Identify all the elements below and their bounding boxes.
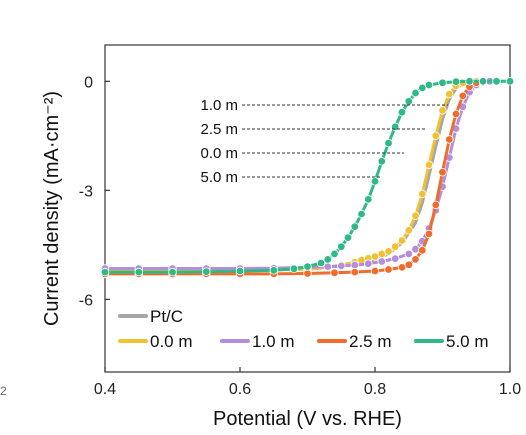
data-point: [438, 167, 447, 177]
x-axis-title: Potential (V vs. RHE): [213, 408, 402, 430]
legend-item: 2.5 m: [317, 332, 392, 351]
legend-item: 0.0 m: [118, 332, 193, 351]
legend-label: 2.5 m: [349, 332, 392, 351]
legend-label: 1.0 m: [252, 332, 295, 351]
data-point: [411, 255, 420, 264]
data-point: [451, 109, 461, 119]
data-point: [424, 160, 434, 170]
data-point: [492, 77, 501, 86]
data-point: [445, 89, 454, 99]
data-point: [202, 267, 211, 276]
data-point: [303, 262, 312, 271]
x-tick-label: 1.0: [499, 381, 521, 398]
legend-label: Pt/C: [150, 307, 183, 326]
data-point: [364, 195, 373, 204]
annotation-label: 5.0 m: [200, 169, 238, 186]
data-point: [364, 259, 373, 268]
y-tick-label: 0: [84, 74, 93, 91]
data-point: [411, 244, 420, 254]
annotation-label: 2.5 m: [200, 121, 238, 138]
data-point: [465, 77, 474, 86]
legend-item: 5.0 m: [414, 332, 489, 351]
data-point: [411, 88, 420, 98]
data-point: [445, 135, 454, 144]
legend-layer: Pt/C 0.0 m 1.0 m 2.5 m 5.0 m: [118, 307, 489, 351]
data-point: [323, 255, 332, 264]
legend-item: 1.0 m: [220, 332, 295, 351]
data-point: [357, 209, 366, 219]
data-point: [337, 261, 346, 271]
data-point: [411, 211, 420, 220]
series-1-0-m: [100, 77, 494, 273]
series-line: [103, 79, 492, 270]
data-point: [323, 262, 332, 271]
annotation-label: 0.0 m: [200, 145, 238, 162]
data-point: [404, 249, 413, 259]
data-point: [384, 265, 393, 274]
data-point: [377, 157, 386, 166]
data-point: [431, 131, 440, 140]
data-point: [404, 97, 413, 106]
data-point: [431, 200, 440, 210]
series-layer: [100, 77, 515, 279]
data-point: [424, 80, 434, 90]
data-point: [377, 257, 386, 266]
data-point: [235, 266, 245, 276]
data-point: [303, 269, 312, 278]
data-point: [168, 267, 177, 277]
data-point: [350, 222, 359, 231]
data-point: [289, 264, 299, 273]
data-point: [397, 236, 407, 245]
data-point: [478, 77, 488, 86]
data-point: [343, 233, 353, 242]
data-point: [384, 138, 393, 148]
annotation-layer: 1.0 m 2.5 m 0.0 m 5.0 m: [200, 97, 448, 186]
data-point: [350, 267, 359, 277]
x-tick-label: 0.4: [94, 381, 116, 398]
data-point: [418, 246, 427, 255]
stray-edge-label: 2: [0, 384, 7, 398]
y-axis-title: Current density (mA·cm⁻²): [41, 91, 63, 326]
annotation-label: 1.0 m: [200, 97, 238, 114]
plot-frame: [104, 44, 511, 373]
legend-label: 5.0 m: [446, 332, 489, 351]
data-point: [505, 77, 515, 86]
series-5-0-m: [100, 77, 515, 277]
data-point: [391, 242, 400, 251]
legend-label: 0.0 m: [150, 332, 193, 351]
y-tick-label: -6: [79, 292, 93, 309]
data-point: [404, 260, 413, 269]
data-point: [330, 249, 339, 259]
data-point: [316, 258, 326, 268]
data-point: [337, 242, 346, 251]
data-point: [391, 254, 400, 263]
data-point: [370, 177, 380, 186]
data-point: [134, 267, 143, 277]
legend-item: Pt/C: [118, 307, 183, 326]
y-tick-label: -3: [79, 183, 93, 200]
data-point: [384, 247, 393, 256]
x-tick-label: 0.8: [364, 381, 386, 398]
data-point: [458, 91, 467, 101]
data-point: [397, 107, 407, 117]
data-point: [269, 266, 278, 275]
data-point: [438, 106, 447, 115]
x-tick-label: 0.6: [229, 381, 251, 398]
data-point: [100, 267, 110, 277]
tick-layer: 0.4 0.6 0.8 1.0 0 -3 -6: [79, 74, 521, 398]
data-point: [350, 261, 359, 270]
data-point: [424, 229, 434, 239]
data-point: [418, 189, 427, 199]
data-point: [330, 268, 339, 277]
data-point: [451, 77, 461, 86]
data-point: [370, 266, 380, 276]
data-point: [438, 78, 447, 87]
data-point: [404, 226, 413, 235]
